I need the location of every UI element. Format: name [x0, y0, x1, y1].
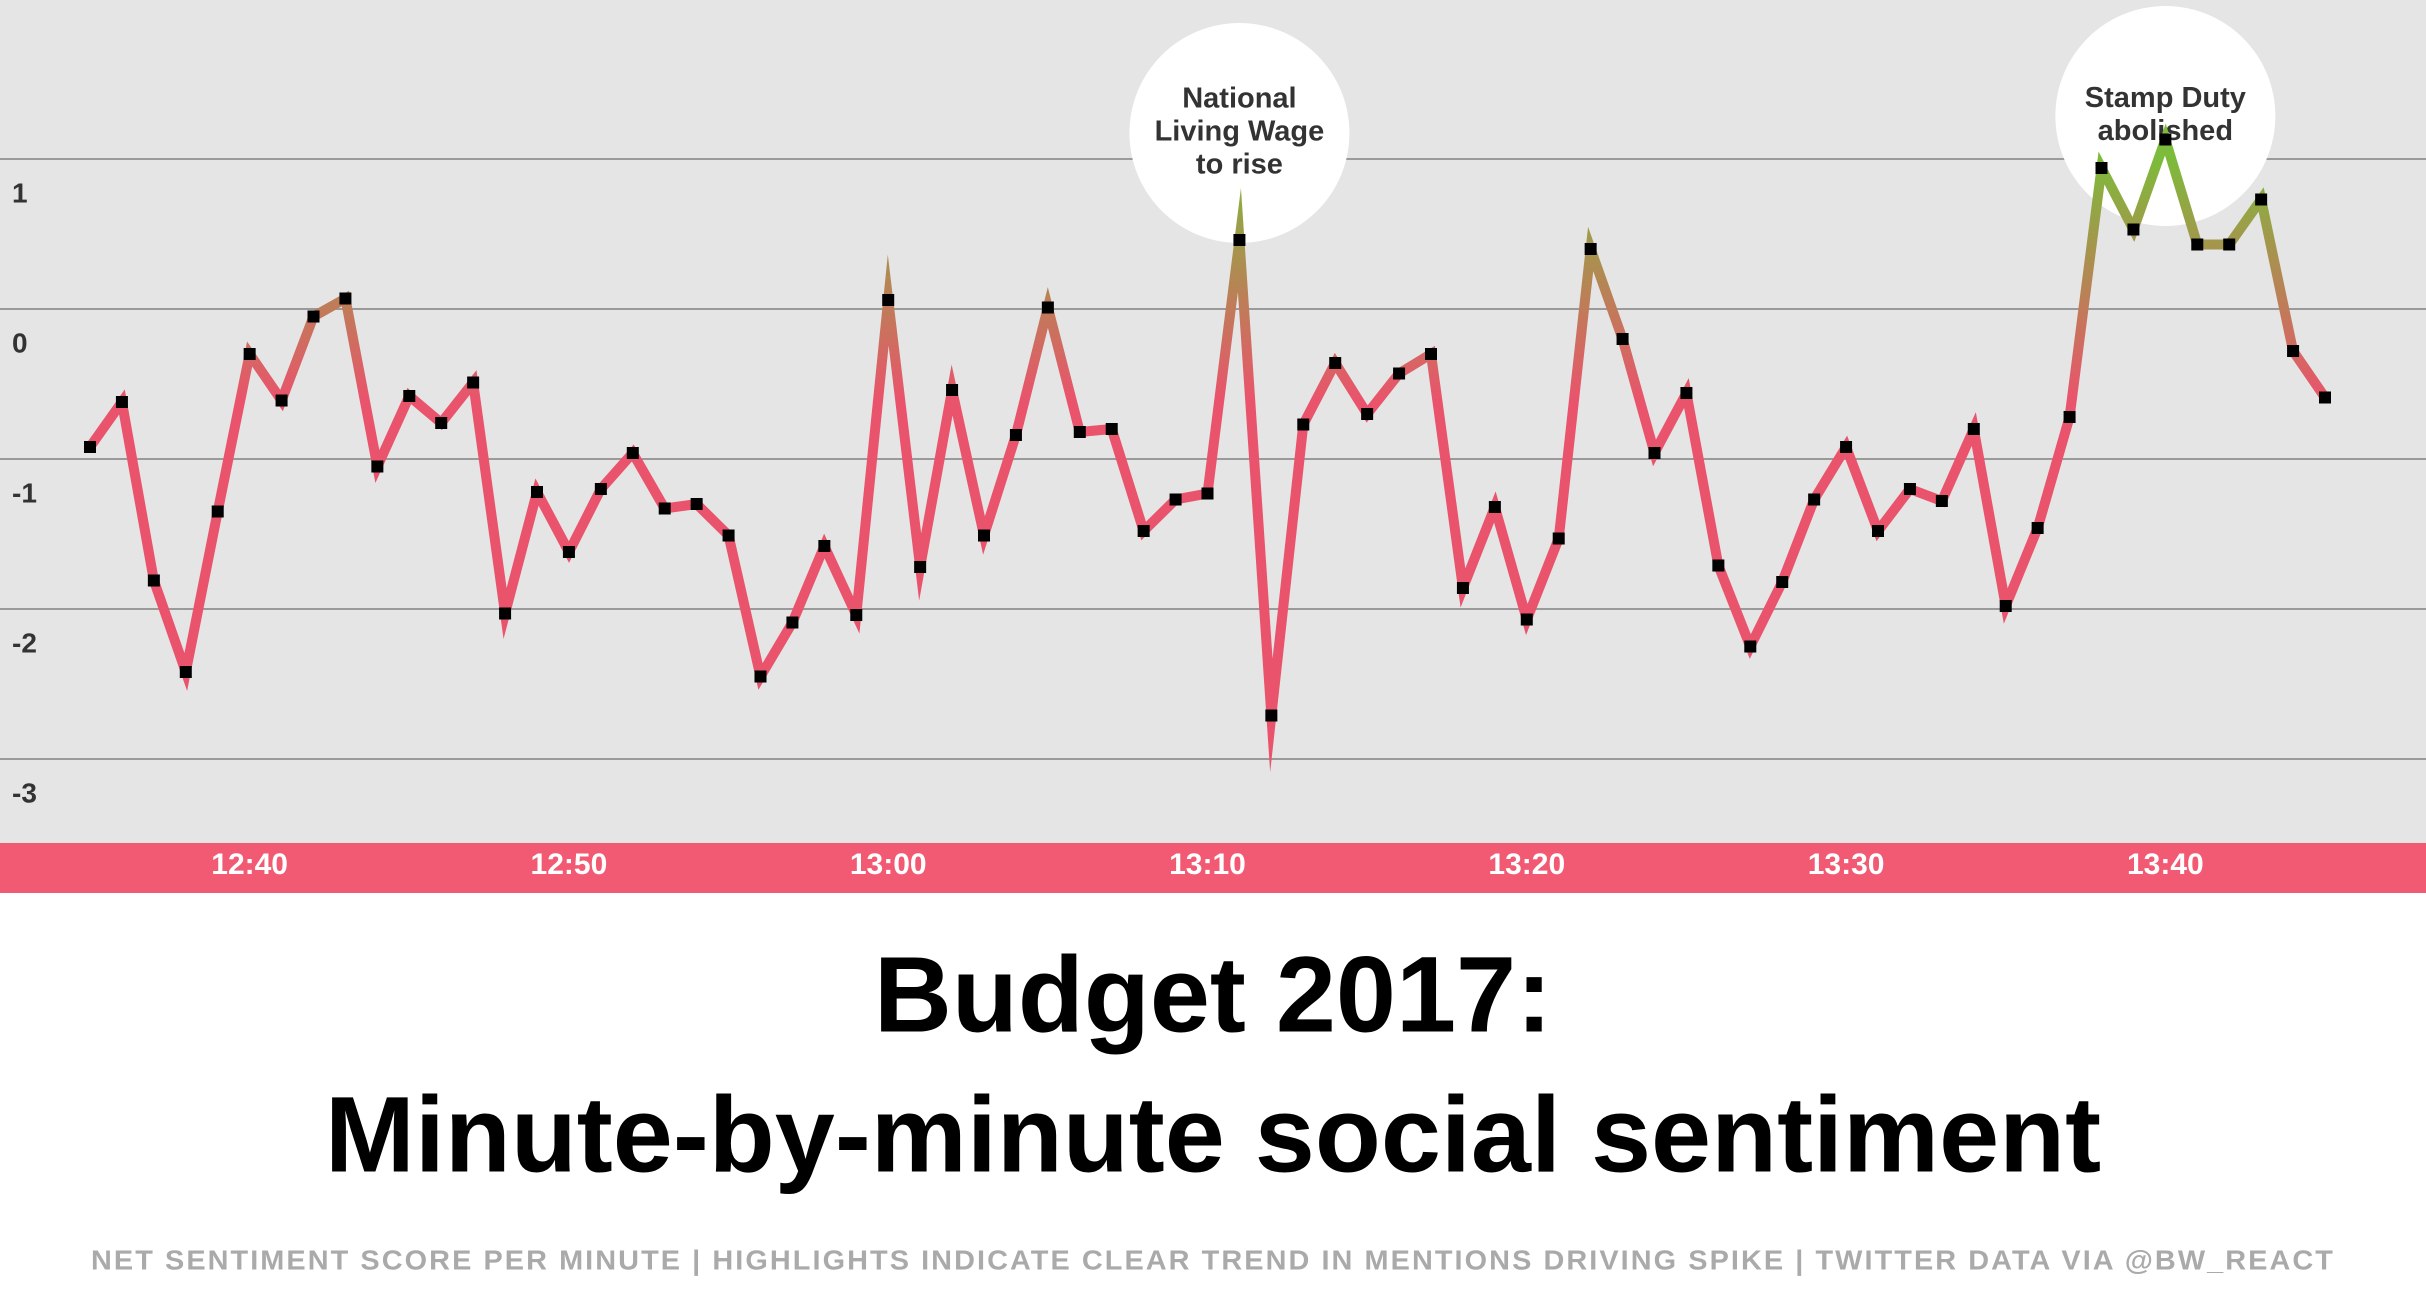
data-point	[1903, 483, 1916, 495]
data-point	[499, 607, 512, 620]
data-point	[658, 502, 671, 515]
annotation-bubble	[1129, 23, 1350, 243]
data-point	[722, 529, 735, 542]
data-point	[403, 390, 416, 402]
data-point	[626, 447, 639, 459]
data-point	[1744, 640, 1757, 653]
data-point	[339, 292, 352, 305]
data-point	[84, 441, 96, 453]
x-tick-label: 12:40	[211, 848, 288, 881]
x-tick-label: 12:50	[531, 848, 608, 881]
data-point	[1648, 447, 1661, 459]
data-point	[2127, 223, 2140, 236]
x-tick-label: 13:40	[2127, 848, 2204, 881]
data-point	[1233, 234, 1246, 246]
annotation-text: Living Wage	[1155, 116, 1325, 148]
y-tick-label: -2	[12, 627, 37, 658]
data-point	[1552, 532, 1565, 545]
y-tick-label: -3	[12, 777, 37, 808]
data-point	[243, 348, 256, 360]
data-point	[1680, 387, 1693, 399]
data-point	[914, 561, 927, 573]
data-point	[850, 609, 863, 621]
data-point	[147, 574, 160, 587]
data-point	[818, 540, 831, 552]
data-point	[786, 616, 799, 629]
data-point	[1265, 709, 1278, 722]
annotation-text: National	[1182, 83, 1296, 115]
data-point	[211, 505, 224, 518]
data-point	[1488, 501, 1501, 513]
annotation-text: Stamp Duty	[2085, 82, 2246, 114]
data-point	[1712, 559, 1725, 572]
data-point	[2255, 193, 2268, 206]
data-point	[1105, 423, 1118, 435]
data-point	[2095, 162, 2108, 174]
data-point	[467, 376, 480, 389]
data-point	[2031, 522, 2044, 534]
data-point	[115, 396, 128, 408]
data-point	[1456, 582, 1469, 594]
data-point	[1297, 418, 1310, 431]
chart-subtitle: NET SENTIMENT SCORE PER MINUTE | HIGHLIG…	[91, 1244, 2335, 1275]
data-point	[1520, 613, 1533, 626]
x-tick-label: 13:30	[1808, 848, 1885, 881]
x-tick-label: 13:00	[850, 848, 927, 881]
data-point	[562, 546, 575, 558]
data-point	[1584, 243, 1597, 255]
data-point	[1999, 600, 2012, 612]
chart-title: Minute-by-minute social sentiment	[325, 1074, 2101, 1195]
data-point	[1201, 487, 1214, 500]
annotation-bubble	[2055, 6, 2276, 226]
data-point	[1872, 525, 1884, 537]
data-point	[2063, 411, 2076, 423]
data-point	[531, 486, 543, 498]
data-point	[2223, 238, 2236, 251]
data-point	[371, 460, 384, 473]
data-point	[2319, 391, 2331, 404]
data-point	[2287, 345, 2300, 357]
data-point	[1776, 576, 1789, 588]
x-axis-band	[0, 843, 2426, 893]
data-point	[1073, 426, 1086, 438]
data-point	[1935, 495, 1948, 507]
data-point	[179, 666, 192, 678]
data-point	[1808, 493, 1821, 506]
data-point	[754, 670, 767, 683]
data-point	[690, 498, 703, 510]
data-point	[978, 529, 990, 542]
data-point	[1009, 429, 1022, 441]
data-point	[1041, 301, 1054, 314]
x-tick-label: 13:20	[1488, 848, 1565, 881]
data-point	[1616, 333, 1629, 345]
data-point	[435, 417, 448, 429]
y-tick-label: 0	[12, 327, 28, 358]
data-point	[946, 384, 959, 396]
data-point	[1840, 441, 1853, 453]
data-point	[275, 394, 288, 407]
data-point	[594, 483, 607, 495]
x-tick-label: 13:10	[1169, 848, 1246, 881]
data-point	[307, 310, 320, 323]
data-point	[1329, 357, 1342, 369]
data-point	[1393, 367, 1406, 380]
data-point	[882, 294, 895, 306]
data-point	[1967, 423, 1980, 435]
data-point	[2191, 238, 2204, 251]
y-tick-label: -1	[12, 477, 37, 508]
data-point	[1425, 348, 1437, 360]
y-tick-label: 1	[12, 177, 28, 208]
annotation-text: to rise	[1196, 149, 1283, 181]
chart-title: Budget 2017:	[874, 934, 1552, 1055]
data-point	[1169, 493, 1182, 506]
data-point	[1137, 525, 1150, 537]
data-point	[1361, 408, 1374, 420]
data-point	[2159, 133, 2172, 146]
